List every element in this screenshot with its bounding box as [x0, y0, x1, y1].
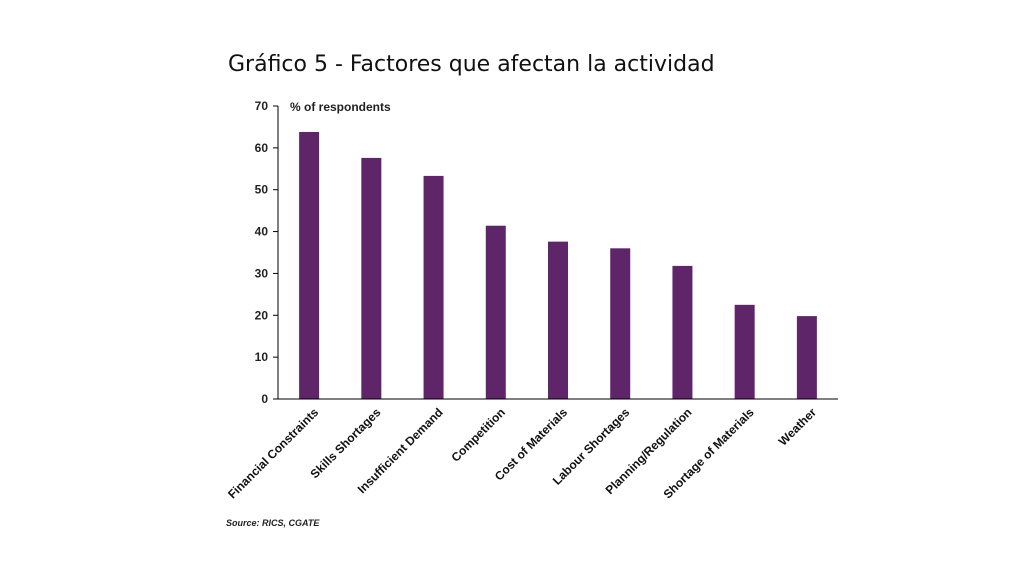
bar [548, 241, 568, 399]
y-tick-label: 50 [255, 183, 269, 197]
bar [796, 316, 817, 399]
bar [299, 131, 320, 400]
y-tick-label: 70 [255, 99, 269, 113]
source-note: Source: RICS, CGATE [226, 518, 320, 528]
y-tick-label: 40 [255, 225, 269, 239]
bar [734, 304, 755, 399]
y-tick-label: 20 [255, 308, 269, 322]
y-tick-label: 30 [255, 266, 269, 280]
y-axis-label: % of respondents [290, 100, 391, 114]
bar [361, 157, 382, 399]
bar [485, 225, 506, 399]
chart-title: Gráfico 5 - Factores que afectan la acti… [228, 52, 715, 77]
bar [423, 175, 444, 399]
y-tick-label: 0 [261, 392, 268, 406]
y-tick-label: 60 [255, 141, 269, 155]
bar [610, 248, 631, 399]
y-tick-label: 10 [255, 350, 269, 364]
x-category-label: Competition [449, 405, 508, 464]
x-category-label: Weather [776, 405, 819, 448]
x-category-label: Financial Constraints [225, 405, 321, 501]
bar [672, 265, 693, 399]
